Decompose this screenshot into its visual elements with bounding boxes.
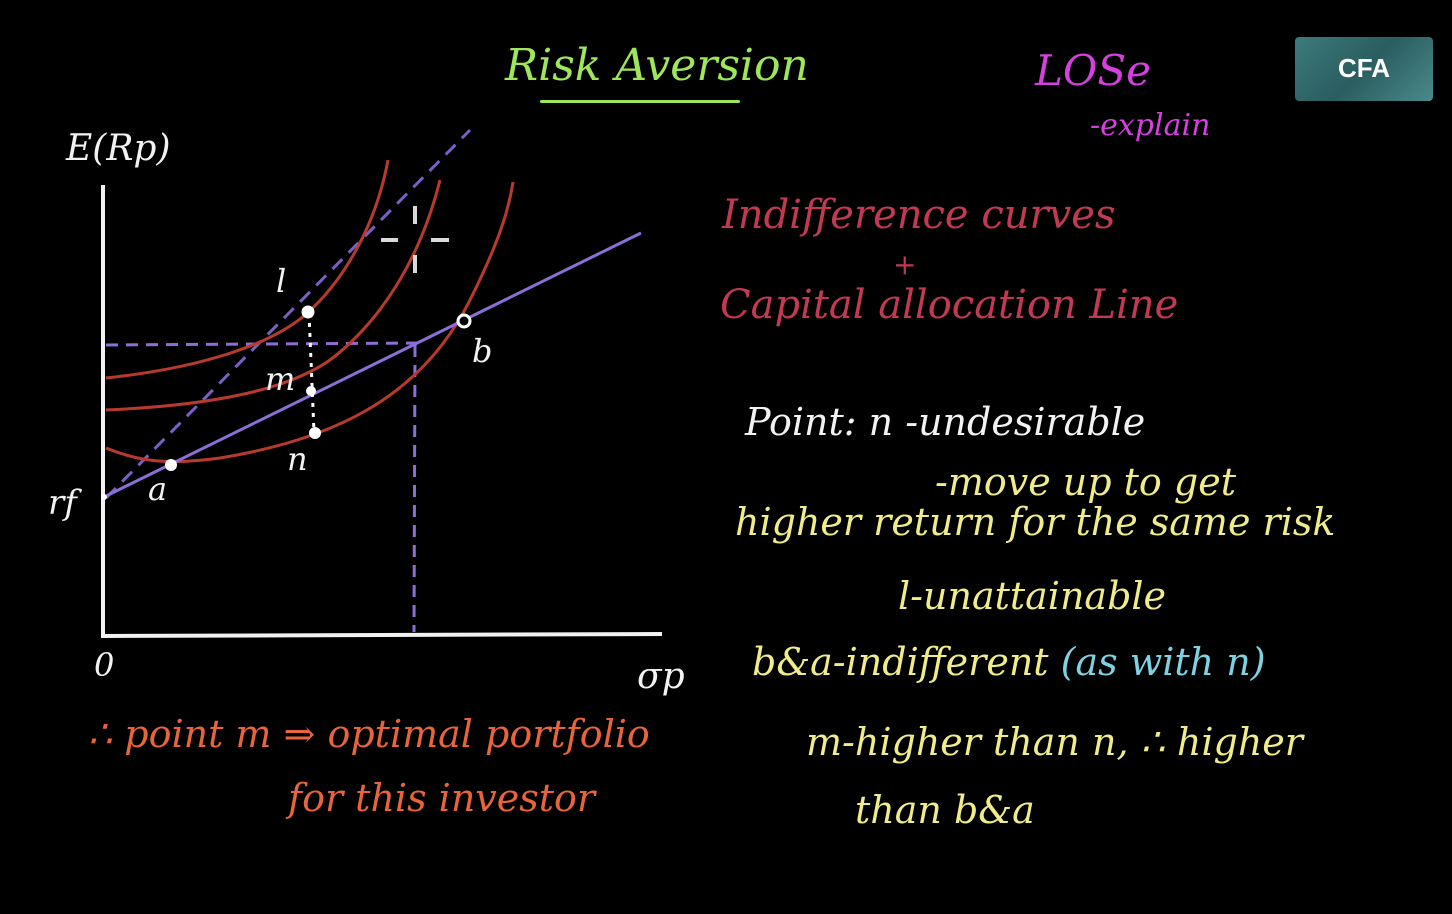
- point-n-marker: [309, 427, 321, 439]
- topic-line-2: Capital allocation Line: [720, 282, 1179, 328]
- indifference-curve-middle: [105, 179, 442, 412]
- topic-plus: +: [893, 248, 917, 281]
- notes-line-1: Point: n -undesirable: [745, 400, 1146, 444]
- point-l-label: l: [276, 262, 287, 300]
- origin-label: 0: [94, 646, 115, 684]
- notes-line-5: b&a-indifferent (as with n): [752, 640, 1266, 684]
- point-n-label: n: [287, 440, 308, 478]
- conclusion-line-2: for this investor: [288, 776, 596, 820]
- dashed-tangent-line: [104, 128, 472, 500]
- point-rf-marker: [101, 494, 107, 500]
- x-axis: [102, 632, 663, 638]
- page-title: Risk Aversion: [505, 40, 809, 91]
- rf-label: rf: [48, 483, 77, 523]
- topic-line-1: Indifference curves: [722, 192, 1116, 238]
- point-b-marker: [456, 313, 472, 329]
- conclusion-line-1: ∴ point m ⇒ optimal portfolio: [88, 712, 650, 756]
- notes-line-5a: b&a-indifferent: [752, 640, 1049, 684]
- notes-line-7: than b&a: [855, 788, 1035, 832]
- cfa-logo: CFA: [1295, 37, 1433, 101]
- los-sub: -explain: [1090, 108, 1211, 143]
- cfa-logo-text: CFA: [1338, 53, 1390, 83]
- title-underline: [540, 100, 740, 103]
- cursor-crosshair-icon: [381, 206, 449, 273]
- point-b-label: b: [472, 332, 493, 370]
- x-axis-label: σp: [637, 656, 685, 697]
- y-axis-label: E(Rp): [66, 128, 171, 169]
- notes-line-5b: (as with n): [1060, 640, 1266, 684]
- dashed-horizontal-guide: [105, 341, 419, 347]
- dashed-vertical-guide: [412, 344, 417, 633]
- indifference-curve-lower: [105, 181, 515, 464]
- point-a-marker: [165, 459, 177, 471]
- point-l-marker: [301, 305, 315, 319]
- notes-line-6: m-higher than n, ∴ higher: [806, 720, 1303, 764]
- notes-line-4: l-unattainable: [898, 574, 1167, 618]
- capital-allocation-line: [103, 231, 642, 499]
- point-m-marker: [306, 386, 316, 396]
- notes-line-3: higher return for the same risk: [735, 500, 1336, 544]
- notes-line-2: -move up to get: [935, 460, 1236, 504]
- point-a-label: a: [148, 470, 168, 508]
- los-label: LOSe: [1035, 46, 1151, 95]
- point-m-label: m: [265, 360, 296, 398]
